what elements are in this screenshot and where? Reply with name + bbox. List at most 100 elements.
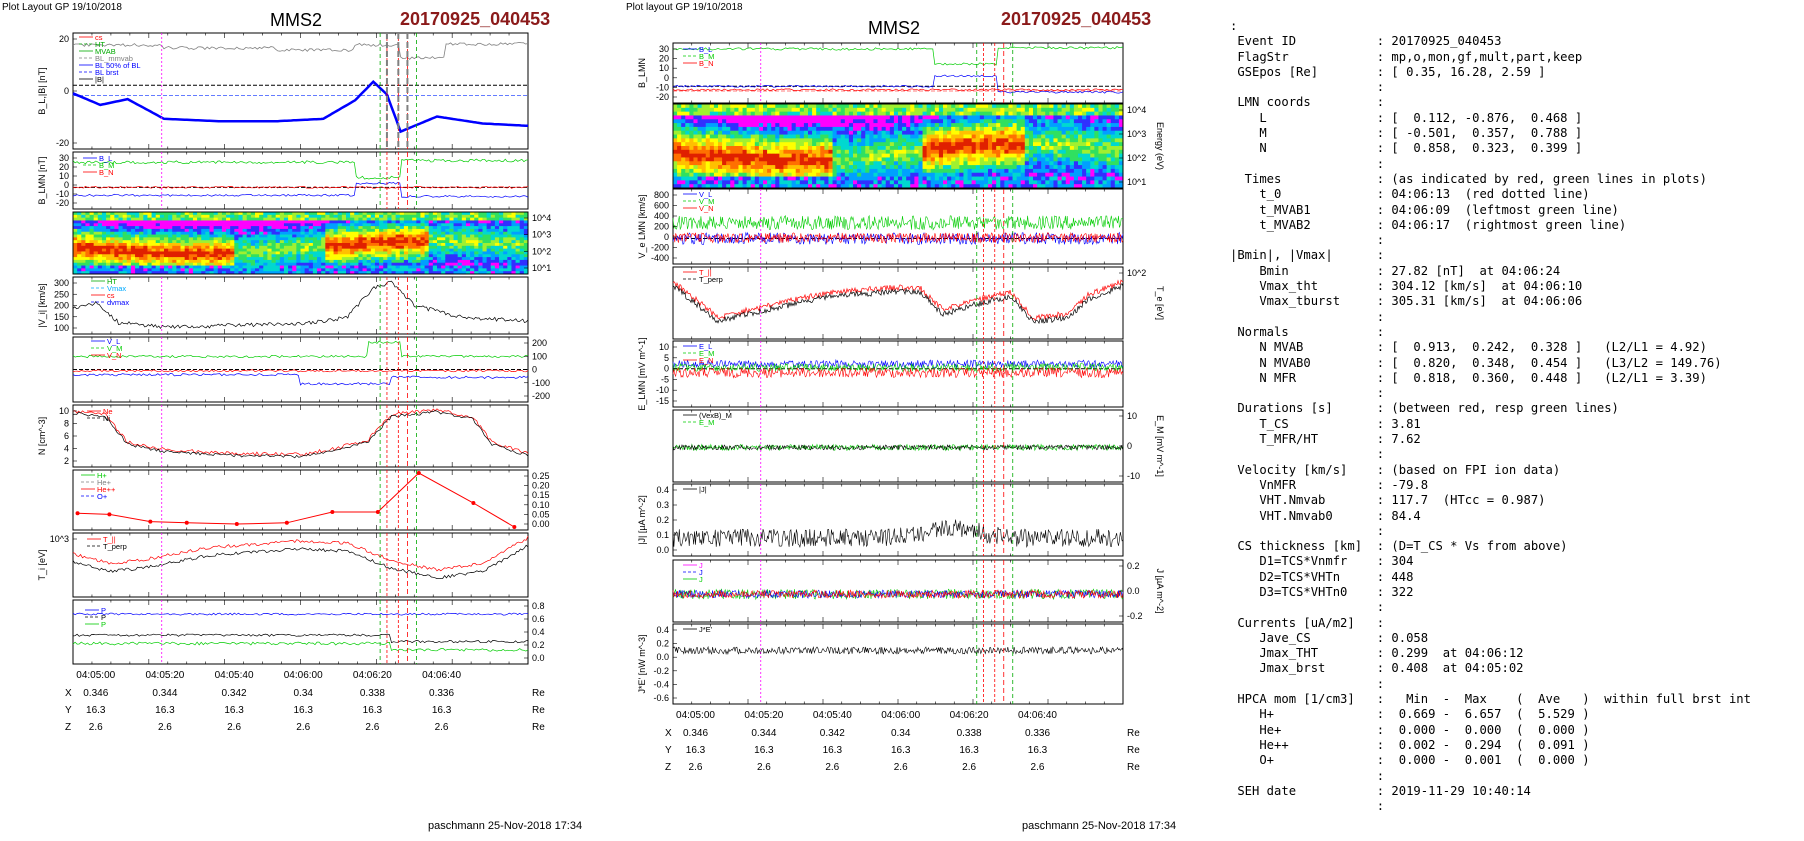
spectrogram-cell — [787, 172, 793, 177]
spectrogram-cell — [1004, 126, 1009, 132]
spectrogram-cell — [267, 217, 272, 221]
spectrogram-cell — [437, 254, 442, 258]
spectrogram-cell — [836, 157, 842, 162]
spectrogram-cell — [242, 226, 248, 230]
spectrogram-cell — [775, 153, 780, 158]
spectrogram-cell — [379, 223, 384, 227]
spectrogram-cell — [754, 104, 760, 109]
spectrogram-cell — [85, 257, 90, 261]
spectrogram-cell — [350, 240, 355, 244]
spectrogram-cell — [164, 228, 169, 233]
spectrogram-cell — [453, 245, 459, 250]
spectrogram-cell — [701, 130, 707, 135]
spectrogram-cell — [135, 268, 140, 272]
spectrogram-cell — [370, 237, 376, 241]
spectrogram-cell — [97, 228, 103, 233]
spectrogram-cell — [143, 223, 148, 227]
spectrogram-cell — [412, 214, 417, 219]
spectrogram-cell — [779, 134, 784, 139]
spectrogram-cell — [808, 157, 813, 162]
spectrogram-cell — [979, 184, 985, 189]
spectrogram-cell — [255, 251, 260, 255]
spectrogram-cell — [775, 146, 780, 151]
spectrogram-cell — [230, 240, 235, 244]
spectrogram-cell — [840, 104, 846, 109]
spectrogram-cell — [283, 254, 289, 258]
spectrogram-cell — [963, 168, 968, 174]
spectrogram-cell — [750, 180, 756, 185]
spectrogram-cell — [399, 259, 405, 264]
spectrogram-cell — [697, 142, 703, 147]
spectrogram-cell — [828, 172, 833, 177]
spectrogram-cell — [893, 168, 899, 174]
spectrogram-cell — [1008, 142, 1013, 147]
spectrogram-cell — [750, 119, 756, 124]
spectrogram-cell — [110, 268, 115, 272]
spectrogram-cell — [844, 123, 850, 128]
spectrogram-cell — [693, 134, 698, 139]
spectrogram-cell — [159, 251, 165, 255]
spectrogram-cell — [499, 220, 504, 224]
spectrogram-cell — [758, 172, 764, 177]
spectrogram-cell — [853, 165, 858, 170]
spectrogram-cell — [267, 237, 272, 241]
spectrogram-cell — [89, 231, 95, 235]
spectrogram-cell — [81, 262, 86, 266]
spectrogram-cell — [110, 257, 115, 261]
spectrogram-cell — [457, 262, 463, 266]
spectrogram-cell — [453, 265, 459, 269]
spectrogram-cell — [791, 157, 797, 162]
spectrogram-cell — [73, 268, 78, 272]
spectrogram-cell — [164, 262, 169, 266]
spectrogram-cell — [713, 104, 719, 109]
spectrogram-cell — [391, 214, 397, 219]
spectrogram-cell — [151, 259, 157, 264]
spectrogram-cell — [263, 237, 268, 241]
spectrogram-cell — [110, 245, 115, 250]
spectrogram-cell — [877, 157, 883, 162]
spectrogram-cell — [283, 220, 289, 224]
spectrogram-cell — [713, 157, 719, 162]
spectrogram-cell — [779, 165, 784, 170]
spectrogram-cell — [300, 240, 306, 244]
spectrogram-cell — [387, 223, 392, 227]
legend-entry: T_|| — [103, 535, 116, 544]
spectrogram-cell — [791, 130, 797, 135]
spectrogram-cell — [767, 146, 772, 151]
legend-entry: H+ — [97, 471, 107, 480]
spectrogram-cell — [681, 146, 686, 151]
spectrogram-cell — [391, 265, 397, 269]
spectrogram-cell — [848, 153, 854, 158]
spectrogram-cell — [135, 226, 140, 230]
position-value: 0.338 — [360, 688, 385, 699]
spectrogram-cell — [996, 165, 1001, 170]
spectrogram-cell — [677, 180, 682, 185]
spectrogram-cell — [943, 176, 948, 181]
spectrogram-cell — [902, 111, 907, 116]
spectrogram-cell — [494, 231, 500, 235]
spectrogram-cell — [408, 243, 413, 247]
spectrogram-cell — [126, 243, 132, 247]
spectrogram-cell — [403, 237, 409, 241]
legend-entry: B_N — [699, 59, 714, 68]
spectrogram-cell — [947, 184, 952, 189]
spectrogram-cell — [898, 119, 903, 124]
spectrogram-cell — [296, 271, 301, 275]
spectrogram-cell — [918, 172, 923, 177]
spectrogram-cell — [746, 176, 752, 181]
spectrogram-cell — [470, 254, 475, 258]
spectrogram-cell — [730, 104, 735, 109]
spectrogram-cell — [930, 172, 936, 177]
spectrogram-cell — [718, 165, 723, 170]
spectrogram-cell — [889, 172, 895, 177]
spectrogram-cell — [288, 243, 293, 247]
spectrogram-cell — [951, 146, 956, 151]
spectrogram-cell — [416, 214, 421, 219]
spectrogram-cell — [192, 217, 198, 221]
spectrogram-cell — [1000, 115, 1005, 120]
spectrogram-cell — [304, 217, 310, 221]
spectrogram-cell — [943, 172, 948, 177]
spectrogram-cell — [959, 115, 964, 120]
spectrogram-cell — [914, 161, 919, 166]
spectrogram-cell — [408, 234, 413, 238]
